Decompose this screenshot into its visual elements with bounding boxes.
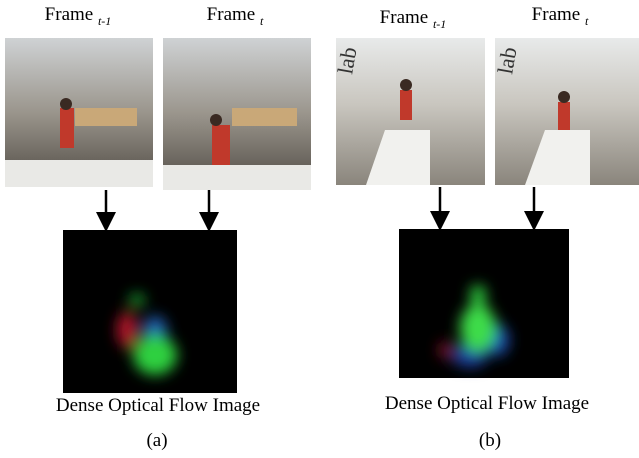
panel-caption: (b) <box>479 430 501 451</box>
flow-image <box>399 229 569 378</box>
frame-image: lab <box>332 38 485 185</box>
frame-label: Frame t-1 <box>380 7 447 31</box>
panel-caption: (a) <box>146 430 167 451</box>
panel-b: Frame t-1 Frame t lab lab <box>332 4 639 451</box>
frame-image <box>5 38 153 187</box>
figure: Frame t-1 Frame t Dense O <box>0 0 639 458</box>
frame-label: Frame t <box>532 4 589 28</box>
svg-text:lab: lab <box>332 45 361 76</box>
frame-label: Frame t-1 <box>45 4 112 28</box>
flow-caption: Dense Optical Flow Image <box>385 393 589 414</box>
flow-image <box>63 230 237 393</box>
frame-label: Frame t <box>207 4 264 28</box>
flow-caption: Dense Optical Flow Image <box>56 395 260 416</box>
frame-image <box>163 38 311 190</box>
panel-a: Frame t-1 Frame t Dense O <box>5 4 311 451</box>
frame-image: lab <box>492 38 639 185</box>
svg-text:lab: lab <box>492 45 521 76</box>
